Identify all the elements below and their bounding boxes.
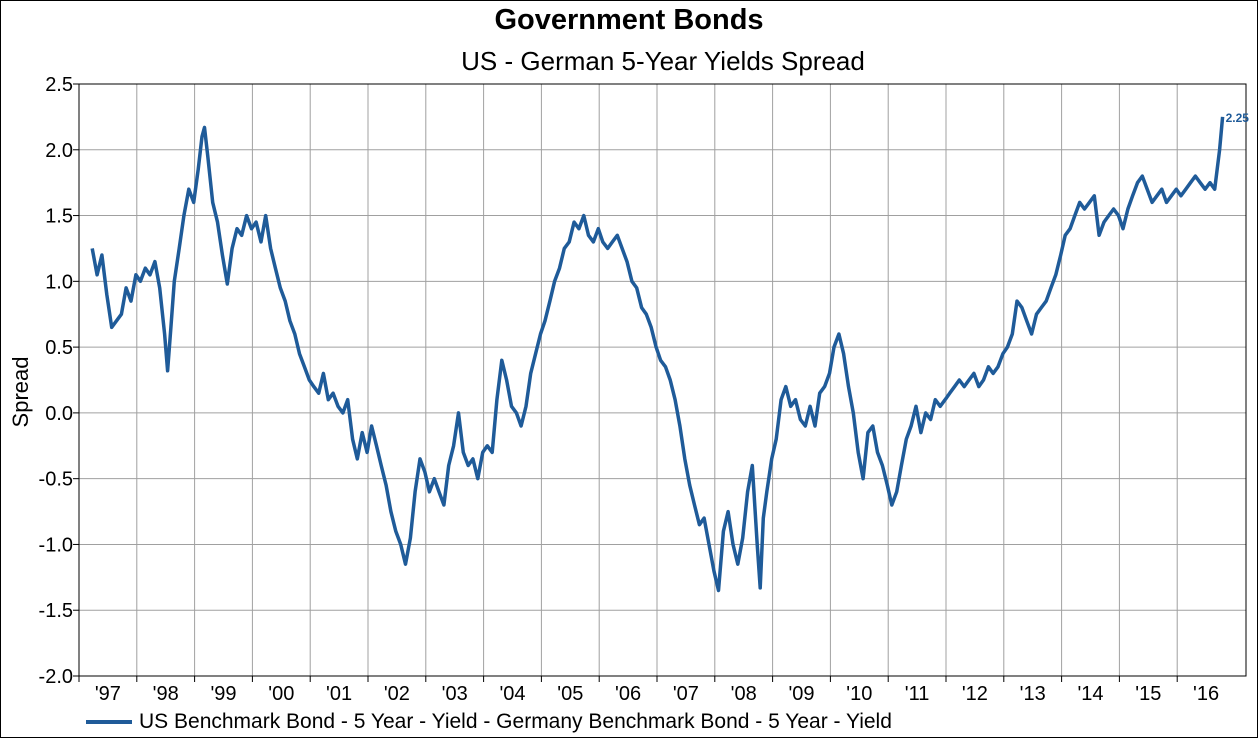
gridlines <box>79 83 1246 677</box>
legend-label: US Benchmark Bond - 5 Year - Yield - Ger… <box>139 710 892 733</box>
x-tick-label: '16 <box>1193 683 1219 705</box>
x-tick-label: '99 <box>210 683 236 705</box>
last-value-label: 2.25 <box>1226 111 1250 125</box>
y-axis-label: Spread <box>8 357 33 428</box>
x-tick-label: '15 <box>1135 683 1161 705</box>
x-tick-label: '01 <box>326 683 352 705</box>
y-tick-label: -1.5 <box>39 600 73 622</box>
x-tick-label: '10 <box>846 683 872 705</box>
y-tick-label: -2.0 <box>39 666 73 688</box>
x-tick-label: '97 <box>95 683 121 705</box>
y-axis-ticks: 2.5 2.0 1.5 1.0 0.5 0.0 -0.5 -1.0 -1.5 -2.0 <box>39 74 79 688</box>
plot-area-border <box>78 83 1247 677</box>
y-tick-label: 0.5 <box>45 337 73 359</box>
legend: US Benchmark Bond - 5 Year - Yield - Ger… <box>86 708 892 736</box>
x-tick-label: '09 <box>788 683 814 705</box>
series-line <box>90 116 1225 593</box>
x-tick-label: '04 <box>499 683 525 705</box>
y-tick-label: 2.5 <box>45 74 73 96</box>
x-axis-ticks: '97 '98 '99 '00 '01 '02 '03 '04 '05 '06 '07 '08 '09 '… <box>78 676 1219 705</box>
x-tick-label: '00 <box>268 683 294 705</box>
x-tick-label: '05 <box>557 683 583 705</box>
legend-swatch <box>86 720 132 724</box>
x-tick-label: '11 <box>905 683 930 705</box>
x-tick-label: '13 <box>1020 683 1046 705</box>
x-tick-label: '03 <box>442 683 468 705</box>
series-layer: 2.25 <box>90 111 1250 593</box>
y-tick-label: 2.0 <box>45 140 73 162</box>
y-tick-label: -0.5 <box>39 469 73 491</box>
chart-title: Government Bonds <box>494 4 764 36</box>
x-tick-label: '12 <box>962 683 988 705</box>
x-tick-label: '98 <box>153 683 179 705</box>
x-tick-label: '08 <box>731 683 757 705</box>
y-tick-label: 1.0 <box>45 271 73 293</box>
chart-subtitle: US - German 5-Year Yields Spread <box>461 46 865 76</box>
x-tick-label: '06 <box>615 683 641 705</box>
y-tick-label: 1.5 <box>45 206 73 228</box>
y-tick-label: -1.0 <box>39 534 73 556</box>
x-tick-label: '02 <box>384 683 410 705</box>
y-tick-label: 0.0 <box>45 403 73 425</box>
x-tick-label: '14 <box>1077 683 1103 705</box>
x-tick-label: '07 <box>673 683 699 705</box>
